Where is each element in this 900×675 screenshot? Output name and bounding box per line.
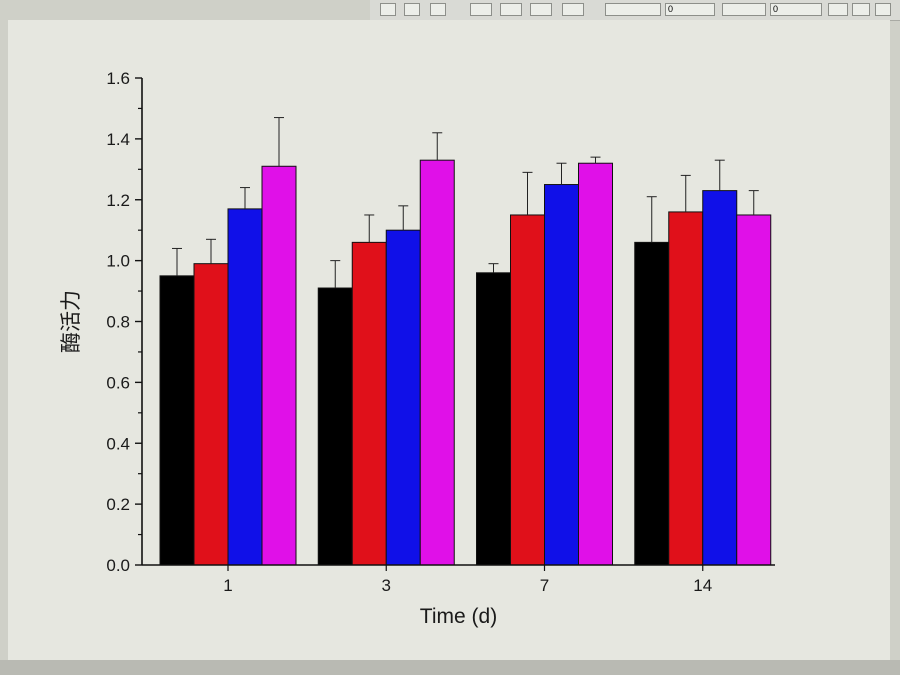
bar [159, 275, 195, 566]
toolbar-button-4[interactable] [470, 3, 492, 16]
bar [227, 208, 263, 566]
x-tick-label: 7 [540, 576, 549, 595]
toolbar-button-8[interactable] [852, 3, 870, 16]
y-tick-label: 0.2 [106, 495, 130, 514]
bar [702, 190, 738, 566]
x-tick-label: 14 [693, 576, 712, 595]
bar [578, 162, 613, 566]
line-width-value: 0 [668, 4, 674, 14]
bar [193, 263, 229, 566]
toolbar: 0 0 [370, 0, 900, 21]
pattern-select[interactable]: 0 [770, 3, 822, 16]
bar [317, 287, 353, 566]
y-tick-label: 0.6 [106, 373, 130, 392]
toolbar-button-5[interactable] [500, 3, 522, 16]
bar [476, 272, 511, 566]
x-tick-label: 3 [382, 576, 391, 595]
y-tick-label: 0.8 [106, 313, 130, 332]
bar [351, 241, 387, 566]
y-tick-label: 0.0 [106, 556, 130, 575]
bar [634, 241, 670, 566]
toolbar-button-6[interactable] [530, 3, 552, 16]
bar [736, 214, 772, 566]
x-tick-label: 1 [223, 576, 232, 595]
bar [544, 184, 579, 566]
y-tick-label: 1.2 [106, 191, 130, 210]
y-tick-label: 1.6 [106, 69, 130, 88]
fill-color-button[interactable] [828, 3, 848, 16]
bar [385, 229, 421, 566]
error-bars-group [172, 117, 759, 289]
bars-group [159, 159, 772, 566]
border-style-select[interactable] [722, 3, 766, 16]
pattern-value: 0 [773, 4, 779, 14]
bar [419, 159, 455, 566]
y-tick-label: 0.4 [106, 434, 130, 453]
status-bar [0, 660, 900, 675]
bar [668, 211, 704, 566]
y-axis-title: 酶活力 [60, 290, 83, 353]
x-axis-title: Time (d) [420, 605, 497, 628]
y-tick-label: 1.0 [106, 252, 130, 271]
toolbar-button-2[interactable] [404, 3, 420, 16]
bar [510, 214, 545, 566]
line-width-select[interactable]: 0 [665, 3, 715, 16]
grid-button[interactable] [875, 3, 891, 16]
x-ticks-group: 1 3 7 14 [223, 565, 712, 595]
line-style-select[interactable] [605, 3, 661, 16]
toolbar-button-3[interactable] [430, 3, 446, 16]
toolbar-button-7[interactable] [562, 3, 584, 16]
y-tick-label: 1.4 [106, 130, 130, 149]
bar [261, 165, 297, 566]
y-ticks-group: 0.0 0.2 0.4 0.6 0.8 1.0 1.2 1.4 1.6 [106, 69, 142, 575]
toolbar-button-1[interactable] [380, 3, 396, 16]
